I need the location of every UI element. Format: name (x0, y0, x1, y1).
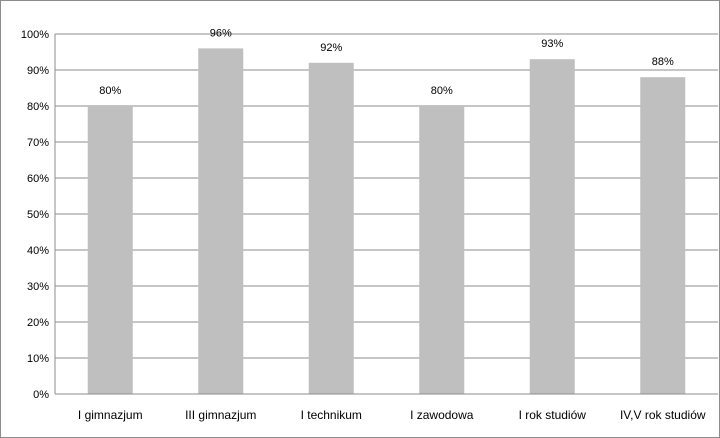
category-label-5: I rok studiów (519, 408, 587, 422)
bar-3 (308, 62, 354, 395)
x-axis-category-labels: I gimnazjum III gimnazjum I technikum I zaw… (78, 408, 706, 422)
y-tick-label-100: 100% (21, 29, 49, 41)
bar-4 (419, 106, 465, 394)
y-tick-label-0: 0% (33, 389, 49, 401)
y-tick-label-50: 50% (27, 209, 49, 221)
bar-2 (198, 48, 244, 395)
y-tick-label-60: 60% (27, 173, 49, 185)
bar-6 (640, 77, 686, 394)
category-label-4: I zawodowa (410, 408, 474, 422)
gridlines (55, 33, 718, 359)
data-label-3: 92% (320, 42, 342, 54)
y-tick-label-80: 80% (27, 101, 49, 113)
y-tick-label-30: 30% (27, 281, 49, 293)
category-label-3: I technikum (301, 408, 362, 422)
bar-1 (87, 106, 133, 394)
data-label-2: 96% (210, 27, 232, 39)
category-label-1: I gimnazjum (78, 408, 143, 422)
axes (54, 34, 718, 395)
y-tick-label-70: 70% (27, 137, 49, 149)
y-tick-label-20: 20% (27, 317, 49, 329)
data-label-1: 80% (99, 85, 121, 97)
y-tick-label-40: 40% (27, 245, 49, 257)
data-label-5: 93% (541, 38, 563, 50)
category-label-6: IV,V rok studiów (620, 408, 706, 422)
data-labels: 80% 96% 92% 80% 93% 88% (99, 27, 674, 97)
data-label-4: 80% (431, 85, 453, 97)
data-label-6: 88% (652, 56, 674, 68)
y-tick-label-90: 90% (27, 65, 49, 77)
y-tick-label-10: 10% (27, 353, 49, 365)
category-label-2: III gimnazjum (185, 408, 256, 422)
bars (87, 48, 686, 395)
y-axis-tick-labels: 0% 10% 20% 30% 40% 50% 60% 70% 80% 90% 100% (21, 29, 49, 401)
bar-5 (529, 59, 575, 394)
